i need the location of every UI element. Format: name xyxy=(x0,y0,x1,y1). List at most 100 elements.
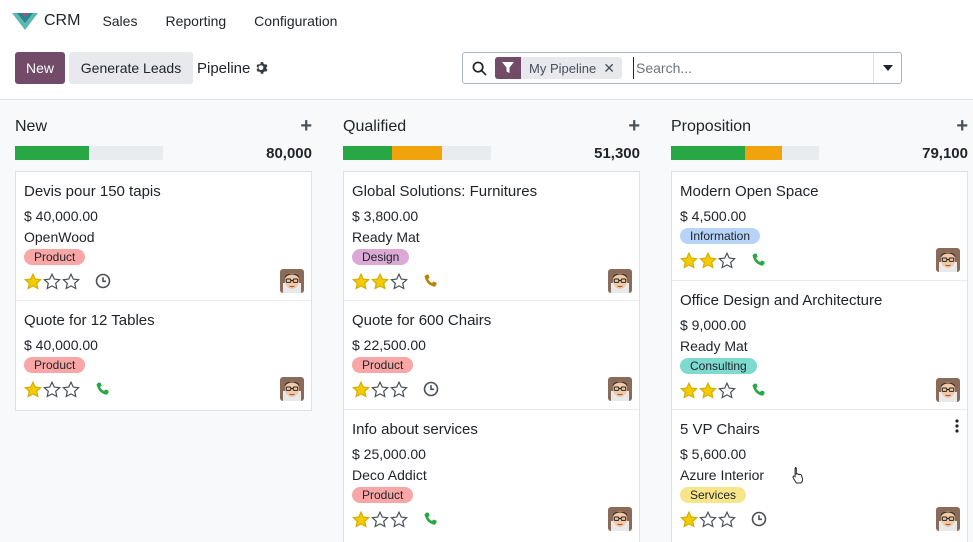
column-progress-bar[interactable] xyxy=(15,146,163,160)
progress-segment-green[interactable] xyxy=(15,146,89,160)
crm-logo-icon xyxy=(12,13,38,30)
star-filled-icon[interactable] xyxy=(699,382,717,399)
column-total: 79,100 xyxy=(922,145,968,162)
column-progress-bar[interactable] xyxy=(343,146,491,160)
new-button[interactable]: New xyxy=(15,52,65,84)
kanban-card[interactable]: 5 VP Chairs $ 5,600.00 Azure Interior Se… xyxy=(672,410,967,542)
add-card-icon[interactable]: + xyxy=(956,115,968,137)
star-empty-icon[interactable] xyxy=(390,381,408,398)
star-filled-icon[interactable] xyxy=(352,273,370,290)
card-title: Quote for 600 Chairs xyxy=(352,312,492,329)
progress-segment-green[interactable] xyxy=(671,146,745,160)
star-empty-icon[interactable] xyxy=(718,511,736,528)
card-partner: Azure Interior xyxy=(680,467,765,483)
star-empty-icon[interactable] xyxy=(62,381,80,398)
menu-sales[interactable]: Sales xyxy=(102,13,138,29)
star-filled-icon[interactable] xyxy=(24,273,42,290)
top-navbar: CRM Sales Reporting Configuration xyxy=(0,0,973,42)
avatar[interactable] xyxy=(280,377,304,401)
tag-badge: Design xyxy=(352,249,410,265)
kanban-card[interactable]: Office Design and Architecture $ 9,000.0… xyxy=(672,281,967,410)
star-empty-icon[interactable] xyxy=(371,381,389,398)
add-card-icon[interactable]: + xyxy=(300,115,312,137)
control-panel: New Generate Leads Pipeline My Pipeline … xyxy=(0,42,973,100)
kanban-card[interactable]: Info about services $ 25,000.00 Deco Add… xyxy=(344,410,639,542)
avatar[interactable] xyxy=(936,248,960,272)
card-partner: Deco Addict xyxy=(352,467,427,483)
star-empty-icon[interactable] xyxy=(43,273,61,290)
star-empty-icon[interactable] xyxy=(43,381,61,398)
priority-stars[interactable] xyxy=(24,381,81,398)
progress-segment-orange[interactable] xyxy=(745,146,782,160)
priority-stars[interactable] xyxy=(352,381,409,398)
tag-badge: Services xyxy=(680,487,747,503)
priority-stars[interactable] xyxy=(352,511,409,528)
avatar[interactable] xyxy=(936,378,960,402)
page-title: Pipeline xyxy=(197,60,251,77)
search-input[interactable] xyxy=(633,57,868,79)
avatar[interactable] xyxy=(608,507,632,531)
menu-configuration[interactable]: Configuration xyxy=(254,13,338,29)
progress-segment-orange[interactable] xyxy=(391,146,443,160)
phone-icon[interactable] xyxy=(423,511,439,527)
clock-icon[interactable] xyxy=(751,511,767,527)
column-total: 51,300 xyxy=(594,145,640,162)
kanban-card[interactable]: Global Solutions: Furnitures $ 3,800.00 … xyxy=(344,172,639,301)
priority-stars[interactable] xyxy=(680,252,737,269)
menu-reporting[interactable]: Reporting xyxy=(165,13,227,29)
star-filled-icon[interactable] xyxy=(352,511,370,528)
search-icon[interactable] xyxy=(472,61,487,76)
phone-icon[interactable] xyxy=(751,382,767,398)
phone-icon[interactable] xyxy=(95,381,111,397)
kanban-card[interactable]: Modern Open Space $ 4,500.00 Information xyxy=(672,172,967,281)
search-options-toggle[interactable] xyxy=(873,53,901,83)
star-empty-icon[interactable] xyxy=(62,273,80,290)
star-empty-icon[interactable] xyxy=(371,511,389,528)
star-filled-icon[interactable] xyxy=(352,381,370,398)
kanban-card[interactable]: Devis pour 150 tapis $ 40,000.00 OpenWoo… xyxy=(16,172,311,301)
star-filled-icon[interactable] xyxy=(680,382,698,399)
kanban-card[interactable]: Quote for 12 Tables $ 40,000.00 Product xyxy=(16,301,311,410)
avatar[interactable] xyxy=(936,507,960,531)
priority-stars[interactable] xyxy=(680,511,737,528)
caret-down-icon xyxy=(882,65,893,71)
progress-segment-green[interactable] xyxy=(343,146,392,160)
avatar[interactable] xyxy=(280,269,304,293)
star-filled-icon[interactable] xyxy=(699,252,717,269)
phone-icon[interactable] xyxy=(751,252,767,268)
kanban-card[interactable]: Quote for 600 Chairs $ 22,500.00 Product xyxy=(344,301,639,410)
clock-icon[interactable] xyxy=(423,381,439,397)
facet-label: My Pipeline xyxy=(529,60,597,76)
star-empty-icon[interactable] xyxy=(390,511,408,528)
column-progress-bar[interactable] xyxy=(671,146,819,160)
card-partner: Ready Mat xyxy=(352,229,420,245)
column-header: Proposition + xyxy=(671,115,968,138)
star-empty-icon[interactable] xyxy=(718,252,736,269)
kanban-column-qualified: Qualified + 51,300 Global Solutions: Fur… xyxy=(343,101,640,542)
add-card-icon[interactable]: + xyxy=(628,115,640,137)
star-empty-icon[interactable] xyxy=(699,511,717,528)
star-filled-icon[interactable] xyxy=(680,511,698,528)
app-brand[interactable]: CRM xyxy=(12,11,80,31)
generate-leads-button[interactable]: Generate Leads xyxy=(69,52,193,84)
priority-stars[interactable] xyxy=(24,273,81,290)
kebab-menu-icon[interactable] xyxy=(955,419,959,433)
star-empty-icon[interactable] xyxy=(390,273,408,290)
clock-icon[interactable] xyxy=(95,273,111,289)
remove-facet-icon[interactable]: ✕ xyxy=(603,59,615,76)
phone-icon[interactable] xyxy=(423,273,439,289)
star-filled-icon[interactable] xyxy=(680,252,698,269)
card-amount: $ 40,000.00 xyxy=(24,337,98,353)
gear-icon[interactable] xyxy=(255,61,269,75)
star-empty-icon[interactable] xyxy=(718,382,736,399)
priority-stars[interactable] xyxy=(680,382,737,399)
star-filled-icon[interactable] xyxy=(371,273,389,290)
search-bar: My Pipeline ✕ xyxy=(462,52,902,84)
avatar[interactable] xyxy=(608,269,632,293)
card-amount: $ 4,500.00 xyxy=(680,208,747,224)
star-filled-icon[interactable] xyxy=(24,381,42,398)
card-list: Modern Open Space $ 4,500.00 Information… xyxy=(671,171,968,542)
avatar[interactable] xyxy=(608,377,632,401)
priority-stars[interactable] xyxy=(352,273,409,290)
card-title: Devis pour 150 tapis xyxy=(24,183,161,200)
